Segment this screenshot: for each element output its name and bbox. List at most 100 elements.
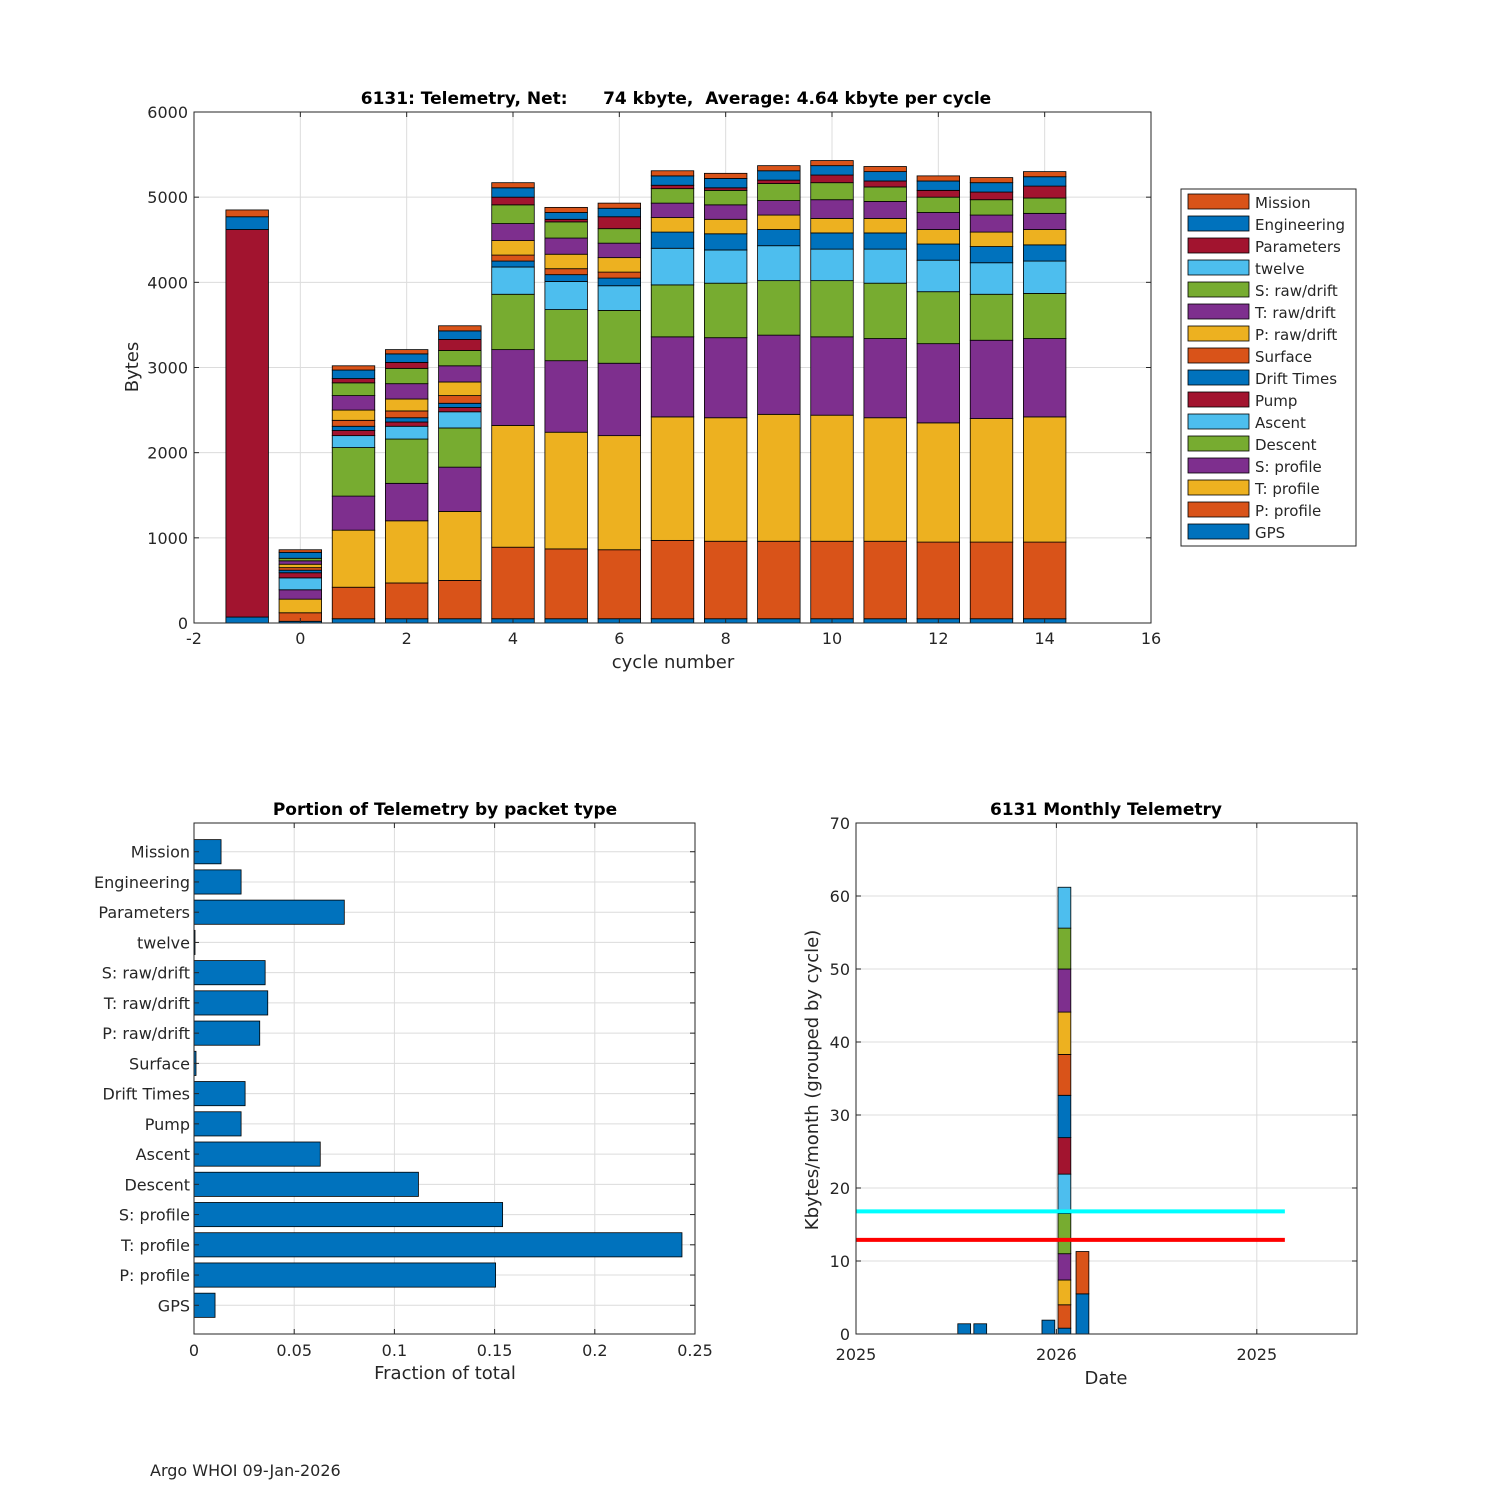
legend-swatch-descent xyxy=(1187,435,1250,452)
y-tick-label-drift-times: Drift Times xyxy=(102,1085,190,1104)
y-tick-label-ascent: Ascent xyxy=(136,1145,190,1164)
bar-segment-c0-p-raw-drift xyxy=(278,563,323,569)
legend-label-descent: Descent xyxy=(1255,436,1317,454)
monthly-bar-4-p-profile xyxy=(1075,1251,1090,1295)
bar-segment-c4-s-raw-drift xyxy=(491,204,535,224)
y-tick-label-p-profile: P: profile xyxy=(119,1266,190,1285)
bar-segment-c10-descent xyxy=(810,280,854,338)
bar-segment-c4-ascent xyxy=(491,266,535,295)
bar-segment-c4-drift-times xyxy=(491,260,535,268)
bar-segment-c5-gps xyxy=(544,618,588,624)
bar-segment-c2-p-raw-drift xyxy=(384,398,429,412)
bar-segment-c7-s-profile xyxy=(650,336,695,418)
x-tick-label: 2025 xyxy=(836,1345,877,1364)
bar-segment-c2-t-profile xyxy=(384,520,429,584)
legend-label-p-profile: P: profile xyxy=(1255,502,1321,520)
bar-segment-c14-s-raw-drift xyxy=(1023,197,1067,214)
bar-segment-c5-descent xyxy=(544,309,588,362)
bar-segment-c0-t-profile xyxy=(278,598,323,614)
monthly-bar-3-surface xyxy=(1057,1054,1072,1096)
bar-segment-c9-t-profile xyxy=(757,413,801,542)
y-tick-label: 40 xyxy=(830,1033,850,1052)
bar-segment-c6-drift-times xyxy=(597,277,641,287)
y-tick-label-mission: Mission xyxy=(131,843,190,862)
monthly-bar-3-p-raw-drift xyxy=(1057,1011,1072,1055)
bar-segment-c3-mission xyxy=(438,325,482,332)
monthly-ylabel: Kbytes/month (grouped by cycle) xyxy=(802,930,823,1230)
bar-segment-c4-p-raw-drift xyxy=(491,240,535,256)
bar-segment-c5-t-raw-drift xyxy=(544,237,588,255)
bar-segment-c7-ascent xyxy=(650,247,695,286)
y-tick-label-s-profile: S: profile xyxy=(119,1206,190,1225)
bar-segment-c0-engineering xyxy=(278,551,323,559)
bar-segment-c14-p-profile xyxy=(1023,541,1067,620)
bar-segment-c7-s-raw-drift xyxy=(650,188,695,204)
x-tick-label: 2025 xyxy=(1236,1345,1277,1364)
bar-segment-c6-t-raw-drift xyxy=(597,242,641,259)
by-packet-xlabel: Fraction of total xyxy=(374,1363,516,1384)
legend-label-t-profile: T: profile xyxy=(1254,480,1320,498)
bar-segment-c3-parameters xyxy=(438,338,482,351)
per-cycle-bars xyxy=(225,160,1067,624)
bar-segment-c14-descent xyxy=(1023,293,1067,339)
bar-segment-c12-p-profile xyxy=(916,541,960,620)
per-cycle-ylabel: Bytes xyxy=(122,342,143,393)
legend-swatch-t-profile xyxy=(1187,479,1250,496)
bar-segment-c1-ascent xyxy=(331,435,376,448)
bar-segment-c2-p-profile xyxy=(384,582,429,620)
bar-segment-c6-mission xyxy=(597,202,641,209)
bar-segment-c8-drift-times xyxy=(704,233,748,251)
per-cycle-legend: Mission Engineering Parameters twelve S: raw… xyxy=(1180,188,1357,547)
bar-segment-c3-p-raw-drift xyxy=(438,381,482,397)
y-tick-label: 30 xyxy=(830,1106,850,1125)
bar-segment-c9-ascent xyxy=(757,245,801,282)
bar-segment-c13-ascent xyxy=(969,262,1014,295)
monthly-axes-box xyxy=(855,822,1358,1335)
x-tick-label: 2026 xyxy=(1036,1345,1077,1364)
legend-swatch-surface xyxy=(1187,347,1250,364)
bar-segment-c3-t-profile xyxy=(438,511,482,581)
bar-segment-c12-ascent xyxy=(916,259,960,293)
bar-segment-c13-s-raw-drift xyxy=(969,199,1014,216)
bar-segment-c2-surface xyxy=(384,410,429,419)
monthly-bar-3-ascent xyxy=(1057,1173,1072,1214)
bar-segment-c1-t-profile xyxy=(331,529,376,588)
bar-segment-c1-drift-times xyxy=(331,425,376,431)
monthly-bar-3-t-raw-drift xyxy=(1057,968,1072,1013)
bar-segment-c8-mission xyxy=(704,172,748,179)
monthly-bar-2-gps xyxy=(1041,1319,1056,1335)
bar-segment-c13-p-profile xyxy=(969,541,1014,620)
bar-segment-c-1-pump xyxy=(225,229,269,618)
monthly-bar-3-t-profile xyxy=(1057,1279,1072,1306)
bar-segment-c6-p-raw-drift xyxy=(597,257,641,273)
bar-segment-c7-p-profile xyxy=(650,539,695,620)
bar-segment-c2-pump xyxy=(384,421,429,427)
by-packet-bars xyxy=(193,839,683,1318)
bar-segment-c4-t-profile xyxy=(491,425,535,548)
bar-segment-c14-p-raw-drift xyxy=(1023,229,1067,246)
bar-segment-c4-p-profile xyxy=(491,546,535,620)
bar-segment-c1-gps xyxy=(331,618,376,624)
bar-segment-c3-t-raw-drift xyxy=(438,365,482,383)
bar-segment-c9-drift-times xyxy=(757,229,801,247)
bar-segment-c14-engineering xyxy=(1023,176,1067,187)
legend-swatch-gps xyxy=(1187,523,1250,540)
bar-segment-c4-t-raw-drift xyxy=(491,223,535,242)
bar-s-raw-drift xyxy=(193,960,266,986)
bar-segment-c11-drift-times xyxy=(863,232,907,250)
per-cycle-xlabel: cycle number xyxy=(612,652,735,673)
x-tick-label: 12 xyxy=(928,629,948,648)
bar-segment-c4-descent xyxy=(491,293,535,351)
legend-label-drift-times: Drift Times xyxy=(1255,370,1337,388)
bar-segment-c8-p-raw-drift xyxy=(704,218,748,235)
legend-swatch-s-raw-drift xyxy=(1187,281,1250,298)
bar-segment-c12-p-raw-drift xyxy=(916,229,960,245)
monthly-bars xyxy=(957,886,1090,1335)
bar-segment-c3-gps xyxy=(438,618,482,624)
bar-t-profile xyxy=(193,1232,683,1258)
y-tick-label-gps: GPS xyxy=(158,1296,190,1315)
bar-p-raw-drift xyxy=(193,1020,261,1046)
bar-segment-c11-parameters xyxy=(863,180,907,188)
bar-segment-c9-s-raw-drift xyxy=(757,183,801,201)
bar-segment-c12-parameters xyxy=(916,189,960,198)
